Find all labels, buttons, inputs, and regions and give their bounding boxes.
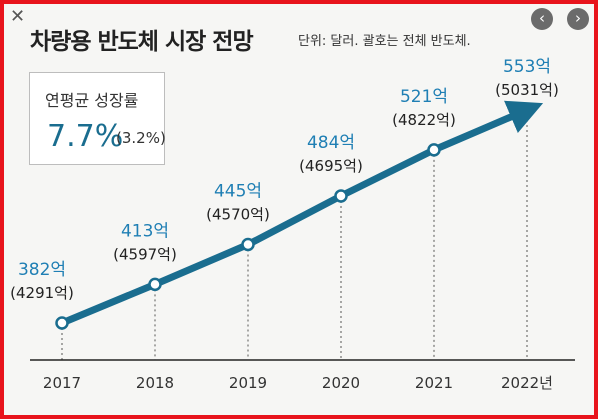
total-label: (4570억) xyxy=(206,206,270,224)
total-label: (4291억) xyxy=(10,284,74,302)
data-label: 445억 xyxy=(214,182,262,202)
x-tick-label: 2017 xyxy=(43,374,81,392)
data-point xyxy=(427,143,441,157)
x-tick-label: 2019 xyxy=(229,374,267,392)
total-label: (4822억) xyxy=(392,111,456,129)
cagr-box: 연평균 성장률 7.7% (3.2%) xyxy=(29,72,166,165)
chart-title: 차량용 반도체 시장 전망 xyxy=(30,29,254,55)
chart-subtitle: 단위: 달러. 괄호는 전체 반도체. xyxy=(298,34,471,49)
data-label: 553억 xyxy=(503,57,551,77)
x-tick-label: 2018 xyxy=(136,374,174,392)
x-tick-label: 2022년 xyxy=(501,374,553,392)
cagr-sub-value: (3.2%) xyxy=(116,129,166,147)
x-tick-label: 2021 xyxy=(415,374,453,392)
data-point xyxy=(55,316,69,330)
series-line xyxy=(58,100,544,327)
cagr-value: 7.7% xyxy=(47,119,124,154)
data-point xyxy=(148,277,162,292)
data-label: 484억 xyxy=(307,133,355,153)
data-label: 521억 xyxy=(400,87,448,107)
x-tick-label: 2020 xyxy=(322,374,360,392)
total-label: (5031억) xyxy=(495,81,559,99)
total-label: (4695억) xyxy=(299,157,363,175)
data-label: 413억 xyxy=(121,221,169,241)
total-label: (4597억) xyxy=(113,245,177,263)
next-arrow-icon[interactable]: › xyxy=(567,8,589,30)
prev-arrow-icon[interactable]: ‹ xyxy=(531,8,553,30)
data-point xyxy=(241,237,255,252)
data-label: 382억 xyxy=(18,260,66,280)
close-icon[interactable]: ✕ xyxy=(10,6,26,27)
cagr-label: 연평균 성장률 xyxy=(45,91,139,110)
data-point xyxy=(334,189,348,203)
